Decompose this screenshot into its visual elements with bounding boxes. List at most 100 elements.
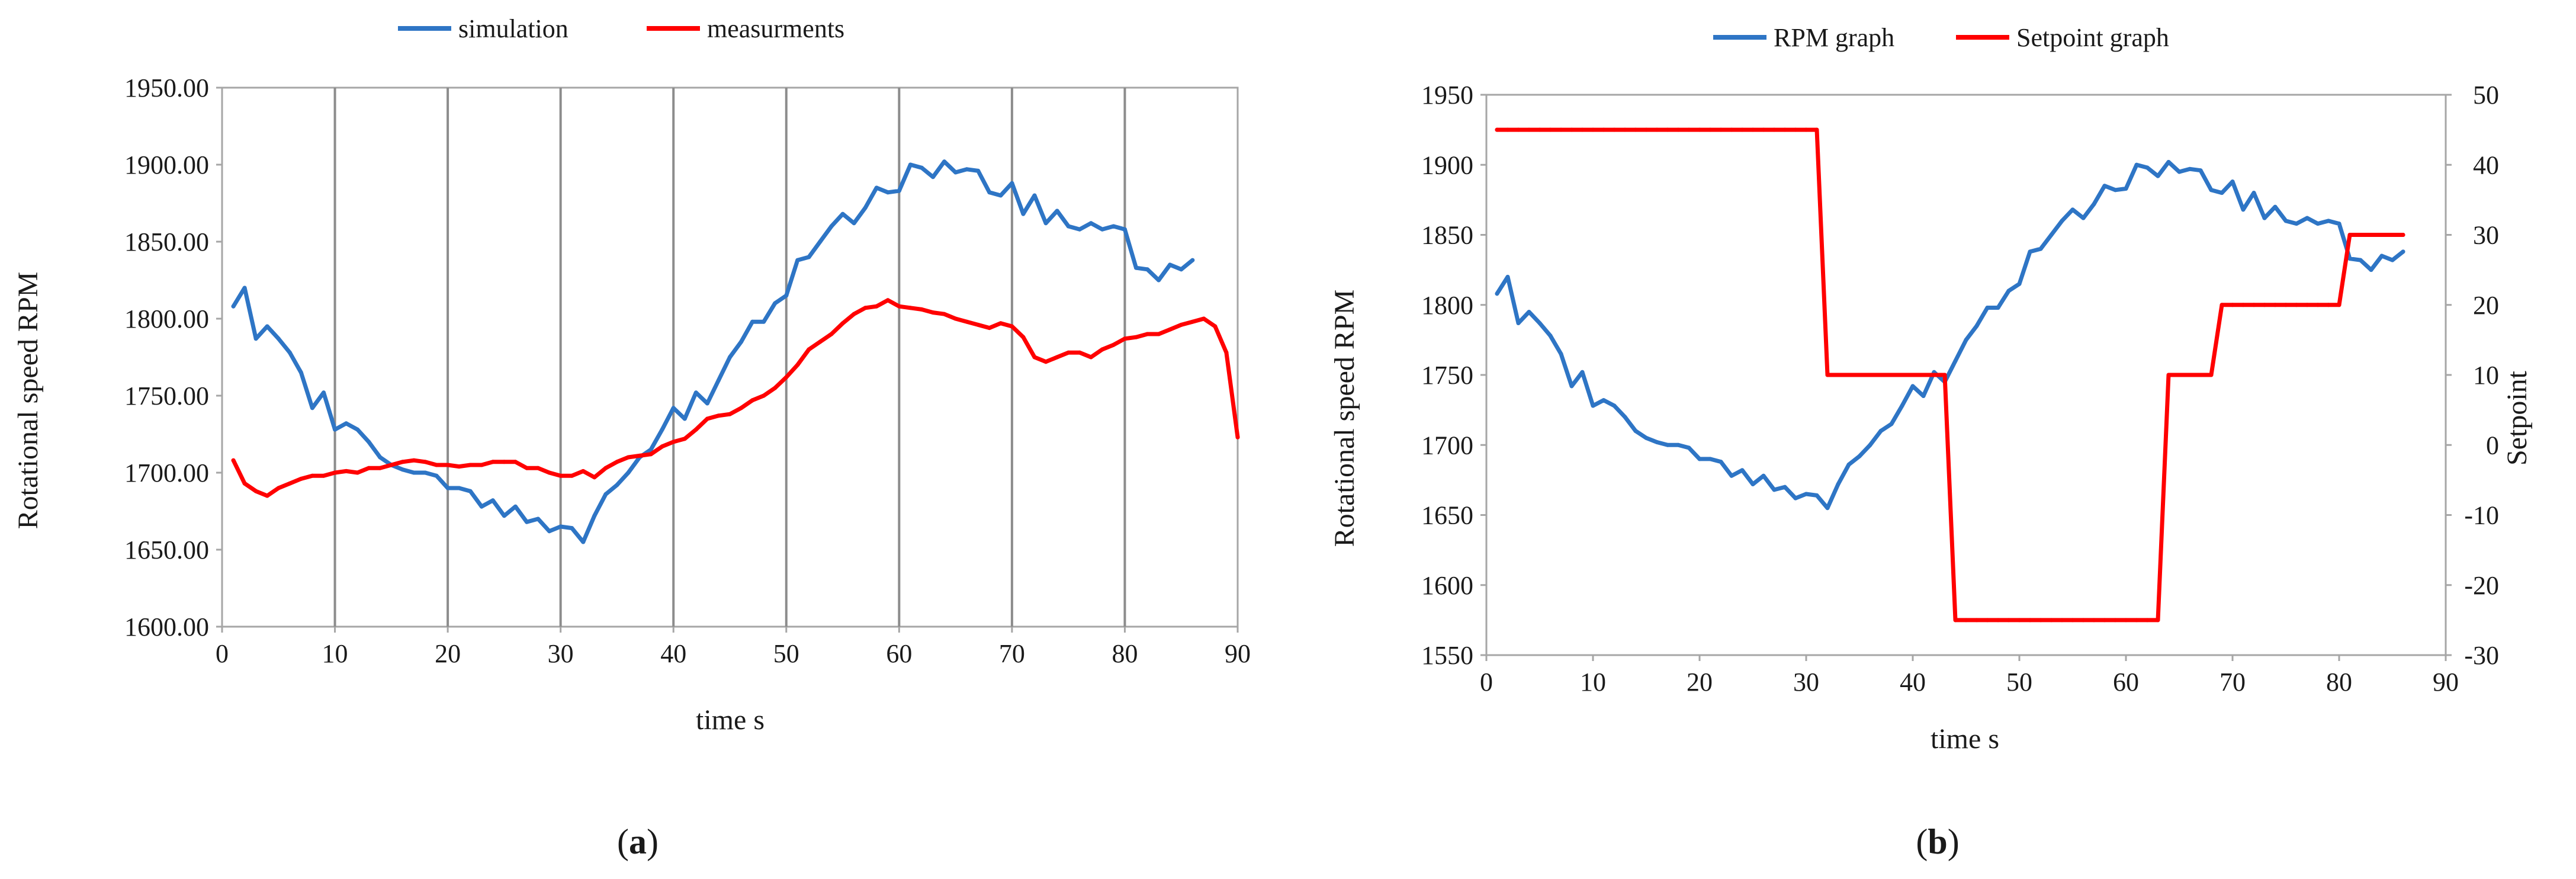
data-point-a-simulation-47 bbox=[762, 319, 766, 324]
data-point-a-measurments-54 bbox=[840, 321, 845, 326]
data-point-b-setpoint-graph-0 bbox=[1495, 127, 1499, 132]
data-point-a-simulation-75 bbox=[1077, 227, 1082, 232]
x-tick-label-a-7: 70 bbox=[999, 639, 1025, 668]
data-point-b-rpm-graph-38 bbox=[1900, 403, 1904, 408]
data-point-b-rpm-graph-73 bbox=[2273, 204, 2278, 209]
data-point-a-simulation-69 bbox=[1010, 181, 1014, 185]
data-point-b-rpm-graph-10 bbox=[1601, 398, 1606, 403]
data-point-a-simulation-44 bbox=[728, 355, 732, 360]
x-tick-label-a-0: 0 bbox=[216, 639, 229, 668]
data-point-a-simulation-42 bbox=[705, 401, 709, 406]
data-point-b-rpm-graph-43 bbox=[1953, 358, 1958, 363]
data-point-b-rpm-graph-7 bbox=[1569, 384, 1574, 389]
y-tick-label-a-4: 1800.00 bbox=[124, 304, 209, 333]
data-point-a-simulation-61 bbox=[919, 165, 924, 170]
caption-a-letter: a bbox=[629, 822, 647, 861]
data-point-b-setpoint-graph-74 bbox=[2283, 303, 2288, 307]
data-point-b-rpm-graph-59 bbox=[2124, 186, 2128, 191]
data-point-a-simulation-6 bbox=[298, 370, 303, 375]
y2-tick-label-b-6: 30 bbox=[2473, 221, 2499, 250]
data-point-a-measurments-61 bbox=[919, 307, 924, 312]
y-tick-label-b-6: 1850 bbox=[1421, 221, 1473, 250]
data-point-b-rpm-graph-11 bbox=[1612, 403, 1617, 408]
data-point-b-rpm-graph-24 bbox=[1750, 482, 1755, 486]
data-point-a-measurments-41 bbox=[693, 427, 698, 432]
data-point-a-simulation-77 bbox=[1100, 227, 1104, 232]
x-axis-label-a: time s bbox=[696, 704, 765, 736]
data-point-a-measurments-15 bbox=[400, 460, 405, 464]
data-point-a-simulation-8 bbox=[322, 390, 326, 395]
y-tick-label-b-3: 1700 bbox=[1421, 431, 1473, 460]
data-point-a-simulation-78 bbox=[1111, 224, 1116, 229]
data-point-a-simulation-10 bbox=[344, 421, 349, 426]
x-tick-label-a-9: 90 bbox=[1225, 639, 1251, 668]
data-point-a-measurments-44 bbox=[728, 412, 732, 416]
data-point-b-rpm-graph-45 bbox=[1974, 323, 1979, 328]
data-point-b-setpoint-graph-45 bbox=[1974, 618, 1979, 623]
data-point-b-setpoint-graph-10 bbox=[1601, 127, 1606, 132]
data-point-b-rpm-graph-26 bbox=[1772, 487, 1777, 492]
data-point-b-setpoint-graph-1 bbox=[1505, 127, 1510, 132]
data-point-a-simulation-31 bbox=[581, 540, 586, 544]
data-point-a-simulation-73 bbox=[1055, 208, 1059, 213]
data-point-a-simulation-53 bbox=[829, 224, 834, 229]
data-point-a-measurments-76 bbox=[1088, 355, 1093, 360]
data-point-a-simulation-63 bbox=[942, 159, 947, 164]
data-point-a-simulation-59 bbox=[897, 188, 901, 193]
data-point-b-rpm-graph-57 bbox=[2102, 184, 2107, 188]
data-point-a-simulation-20 bbox=[457, 486, 461, 490]
data-point-b-rpm-graph-53 bbox=[2060, 219, 2064, 223]
x-tick-label-a-6: 60 bbox=[886, 639, 912, 668]
data-point-a-simulation-50 bbox=[795, 258, 800, 262]
data-point-b-setpoint-graph-54 bbox=[2070, 618, 2075, 623]
data-point-b-rpm-graph-19 bbox=[1697, 457, 1702, 461]
data-point-a-simulation-51 bbox=[807, 255, 811, 259]
data-point-b-rpm-graph-34 bbox=[1857, 454, 1862, 458]
legend-b-setpoint-label: Setpoint graph bbox=[2016, 23, 2169, 52]
data-point-b-setpoint-graph-76 bbox=[2305, 303, 2310, 307]
data-point-b-rpm-graph-67 bbox=[2209, 188, 2214, 193]
data-point-a-simulation-52 bbox=[818, 239, 823, 244]
x-tick-label-a-5: 50 bbox=[773, 639, 799, 668]
data-point-b-rpm-graph-9 bbox=[1591, 403, 1595, 408]
data-point-b-setpoint-graph-24 bbox=[1750, 127, 1755, 132]
data-point-a-simulation-48 bbox=[773, 301, 778, 306]
data-point-b-setpoint-graph-40 bbox=[1921, 373, 1926, 377]
y-tick-label-b-0: 1550 bbox=[1421, 641, 1473, 670]
data-point-b-setpoint-graph-63 bbox=[2166, 373, 2171, 377]
data-point-b-setpoint-graph-51 bbox=[2038, 618, 2043, 623]
data-point-a-measurments-64 bbox=[953, 316, 958, 321]
data-point-a-simulation-54 bbox=[840, 211, 845, 216]
data-point-a-measurments-20 bbox=[457, 464, 461, 469]
data-point-a-simulation-72 bbox=[1043, 221, 1048, 226]
data-point-b-rpm-graph-36 bbox=[1878, 429, 1883, 434]
data-point-b-setpoint-graph-79 bbox=[2337, 303, 2341, 307]
x-tick-label-b-4: 40 bbox=[1900, 668, 1926, 697]
data-point-a-measurments-24 bbox=[502, 460, 506, 464]
data-point-b-rpm-graph-48 bbox=[2006, 288, 2011, 293]
data-point-a-simulation-11 bbox=[355, 427, 360, 432]
data-point-b-rpm-graph-78 bbox=[2326, 219, 2331, 223]
y2-tick-label-b-5: 20 bbox=[2473, 291, 2499, 320]
data-point-b-setpoint-graph-14 bbox=[1644, 127, 1649, 132]
x-tick-label-a-3: 30 bbox=[548, 639, 574, 668]
data-point-a-simulation-55 bbox=[852, 221, 856, 226]
data-point-b-setpoint-graph-71 bbox=[2251, 303, 2256, 307]
data-point-b-setpoint-graph-3 bbox=[1527, 127, 1531, 132]
data-point-b-rpm-graph-71 bbox=[2251, 191, 2256, 195]
y-tick-label-b-8: 1950 bbox=[1421, 81, 1473, 110]
data-point-b-setpoint-graph-19 bbox=[1697, 127, 1702, 132]
data-point-b-setpoint-graph-47 bbox=[1996, 618, 2000, 623]
data-point-a-measurments-5 bbox=[287, 481, 292, 486]
data-point-a-simulation-68 bbox=[998, 193, 1003, 198]
data-point-b-rpm-graph-22 bbox=[1729, 473, 1734, 478]
data-point-b-setpoint-graph-58 bbox=[2113, 618, 2118, 623]
data-point-b-rpm-graph-4 bbox=[1537, 320, 1542, 325]
legend-a-measurements-label: measurments bbox=[707, 14, 844, 43]
data-point-a-measurments-80 bbox=[1134, 335, 1138, 339]
data-point-b-setpoint-graph-73 bbox=[2273, 303, 2278, 307]
data-point-b-setpoint-graph-7 bbox=[1569, 127, 1574, 132]
data-point-a-measurments-74 bbox=[1066, 350, 1071, 355]
data-point-b-rpm-graph-30 bbox=[1814, 493, 1819, 498]
